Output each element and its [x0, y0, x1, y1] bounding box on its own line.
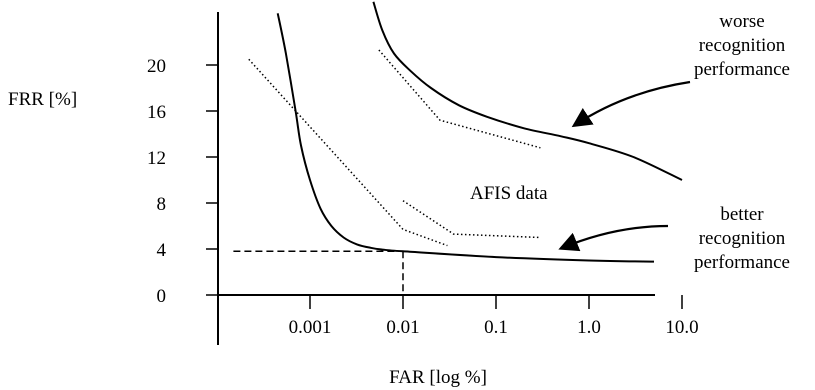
y-tick-label-0: 0: [157, 286, 167, 307]
annotation-1-line-0: better: [720, 204, 764, 225]
annotation-0-line-1: recognition: [699, 35, 786, 56]
annotation-2-line-0: AFIS data: [470, 183, 548, 204]
label-layer: 0 4 8 12 16 20 0.001 0.01 0.1 1.0 10.0 FRR [%] FAR […: [8, 11, 790, 388]
y-tick-label-5: 20: [147, 56, 166, 77]
y-axis-title: FRR [%]: [8, 89, 77, 110]
x-axis-title: FAR [log %]: [389, 367, 487, 388]
y-tick-label-4: 16: [147, 102, 166, 123]
annotation-2: AFIS data: [470, 183, 548, 204]
y-tick-label-2: 8: [157, 194, 167, 215]
annotation-arrow-1: [558, 224, 669, 252]
solid-curve-0: [276, 13, 655, 263]
y-tick-label-3: 12: [147, 148, 166, 169]
afis-data-line-3: [378, 49, 541, 149]
annotation-1-line-1: recognition: [699, 228, 786, 249]
annotation-0-line-2: performance: [694, 59, 790, 80]
x-tick-label-4: 10.0: [665, 317, 698, 338]
y-tick-label-1: 4: [157, 240, 167, 261]
afis-data-line-2: [248, 58, 448, 247]
annotation-1-line-2: performance: [694, 252, 790, 273]
curve-layer: [233, 1, 683, 295]
axes-layer: [206, 12, 683, 345]
afis-data-line-4: [402, 200, 541, 239]
annotation-0-line-0: worse: [719, 11, 764, 32]
x-tick-label-0: 0.001: [289, 317, 332, 338]
annotation-0: worse recognition performance: [694, 11, 790, 80]
annotation-1: better recognition performance: [694, 204, 790, 273]
x-tick-label-1: 0.01: [386, 317, 419, 338]
x-tick-label-3: 1.0: [577, 317, 601, 338]
x-tick-label-2: 0.1: [484, 317, 508, 338]
solid-curve-1: [372, 1, 683, 181]
annotation-arrow-0: [571, 80, 691, 128]
